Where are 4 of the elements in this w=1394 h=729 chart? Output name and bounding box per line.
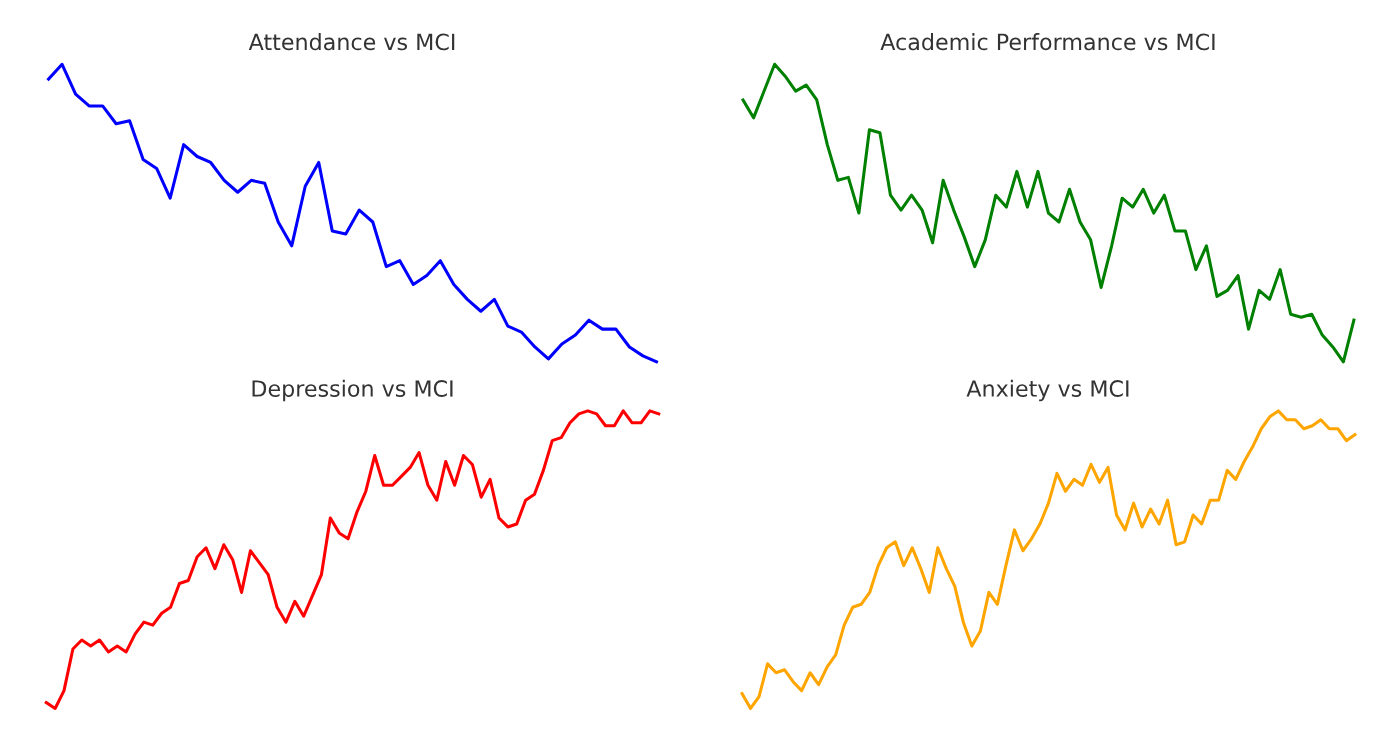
chart-title: Attendance vs MCI [248, 33, 455, 51]
chart-title: Academic Performance vs MCI [880, 33, 1215, 51]
chart-title: Anxiety vs MCI [966, 379, 1129, 402]
chart-title: Depression vs MCI [252, 379, 453, 402]
